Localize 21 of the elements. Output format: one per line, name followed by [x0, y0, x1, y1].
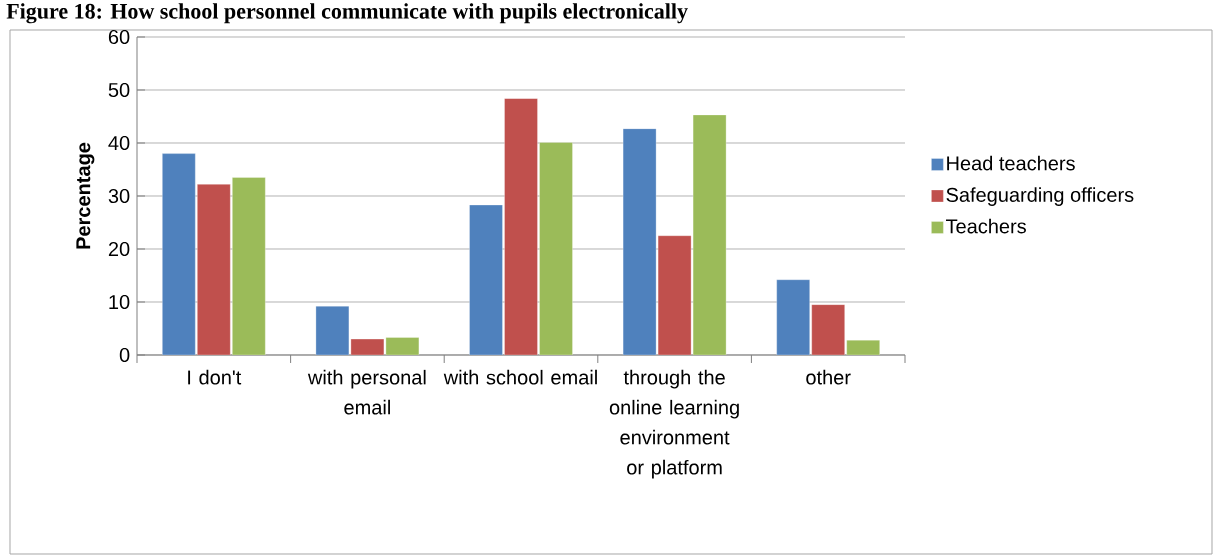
y-tick-label: 50 [108, 82, 130, 98]
y-tick-label: 20 [108, 241, 130, 257]
x-tick-label: with personal email [307, 369, 426, 415]
legend-label: Safeguarding officers [946, 187, 1134, 206]
bar [657, 235, 692, 355]
bar [504, 98, 538, 355]
y-tick-label: 60 [108, 29, 130, 45]
bar [811, 304, 845, 355]
legend-label: Teachers [946, 218, 1026, 234]
y-tick-label: 40 [108, 135, 130, 151]
y-tick-label: 10 [109, 294, 130, 310]
x-tick-label: with school email [443, 369, 597, 385]
y-tick-label: 30 [108, 188, 130, 204]
y-axis-title: Percentage [76, 142, 95, 249]
x-tick-label: through the online learning environment or platform [609, 369, 739, 479]
x-tick-label: I don't [188, 369, 242, 385]
x-tick-label: other [806, 369, 851, 385]
y-tick-label: 0 [119, 347, 130, 363]
bar [197, 184, 231, 355]
chart-title: Figure 18: How school personnel communicate with pupils electronically [6, 3, 688, 24]
legend-label: Head teachers [947, 155, 1075, 171]
